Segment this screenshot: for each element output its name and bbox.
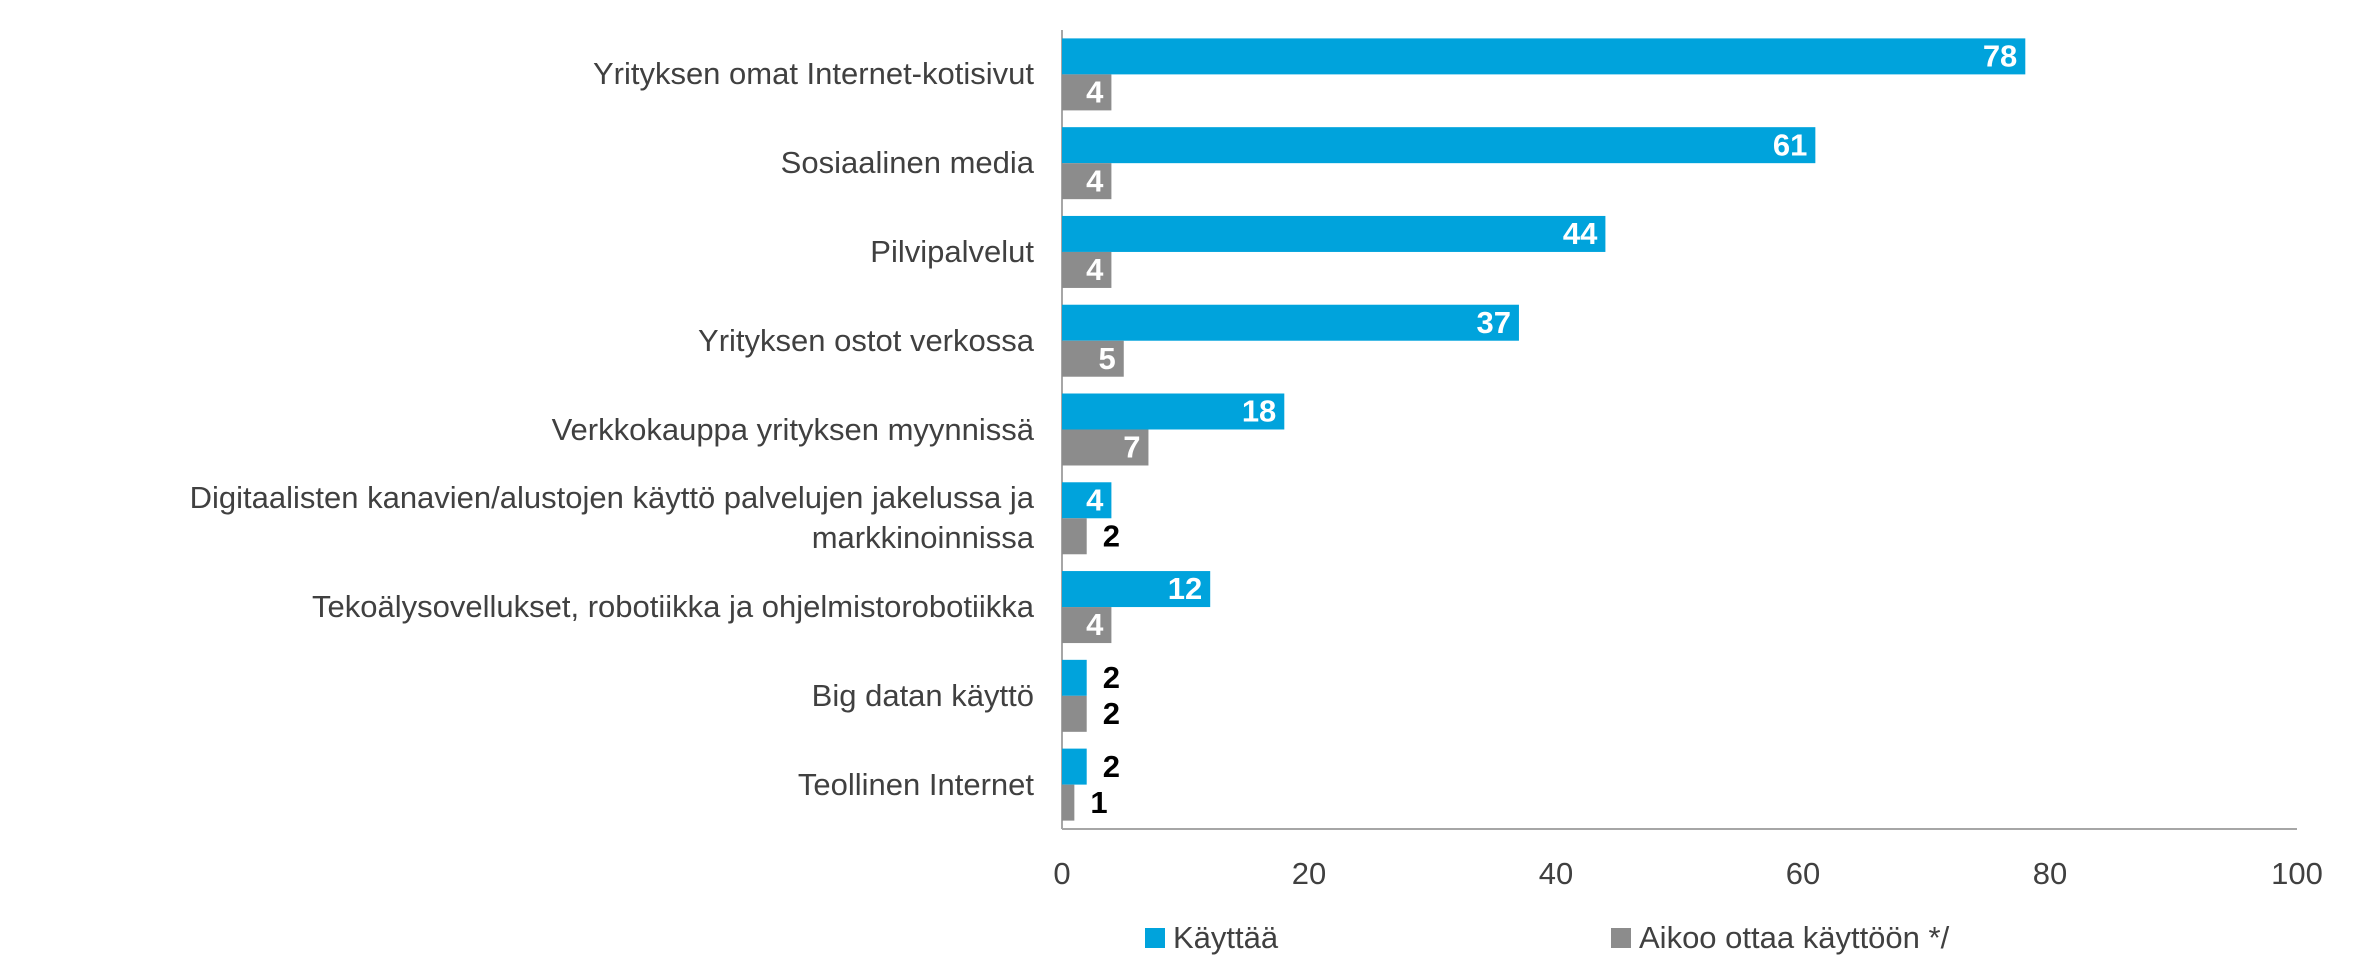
data-label: 2 bbox=[1103, 696, 1120, 731]
x-tick-label: 0 bbox=[1053, 856, 1070, 891]
bar bbox=[1062, 695, 1087, 732]
data-label: 4 bbox=[1086, 482, 1104, 517]
category-label: Verkkokauppa yrityksen myynnissä bbox=[551, 411, 1034, 447]
data-label: 61 bbox=[1773, 127, 1807, 162]
bar bbox=[1062, 518, 1087, 555]
bar bbox=[1062, 393, 1285, 430]
bar bbox=[1062, 571, 1211, 608]
data-label: 4 bbox=[1086, 75, 1104, 110]
category-label: Digitaalisten kanavien/alustojen käyttö … bbox=[189, 480, 1034, 556]
data-label: 4 bbox=[1086, 252, 1104, 287]
data-label: 12 bbox=[1168, 571, 1202, 606]
bar bbox=[1062, 251, 1112, 288]
bar bbox=[1062, 304, 1519, 341]
legend-swatch bbox=[1611, 928, 1631, 948]
category-label: Pilvipalvelut bbox=[870, 233, 1034, 269]
data-label: 37 bbox=[1476, 305, 1510, 340]
bar bbox=[1062, 482, 1112, 519]
data-label: 2 bbox=[1103, 749, 1120, 784]
data-label: 2 bbox=[1103, 518, 1120, 553]
data-label: 78 bbox=[1983, 39, 2017, 74]
bar bbox=[1062, 163, 1112, 200]
x-tick-label: 40 bbox=[1539, 856, 1573, 891]
data-label: 18 bbox=[1242, 394, 1276, 429]
data-label: 44 bbox=[1563, 216, 1598, 251]
data-label: 4 bbox=[1086, 163, 1104, 198]
bar bbox=[1062, 340, 1124, 377]
bar bbox=[1062, 784, 1075, 821]
bar bbox=[1062, 215, 1606, 252]
data-label: 7 bbox=[1123, 430, 1140, 465]
legend-label: Käyttää bbox=[1173, 920, 1279, 955]
bar bbox=[1062, 38, 2026, 75]
data-label: 4 bbox=[1086, 607, 1104, 642]
x-tick-label: 100 bbox=[2271, 856, 2323, 891]
legend-swatch bbox=[1145, 928, 1165, 948]
category-label: Sosiaalinen media bbox=[780, 145, 1034, 181]
x-tick-label: 80 bbox=[2033, 856, 2067, 891]
bar bbox=[1062, 748, 1087, 785]
bar bbox=[1062, 429, 1149, 466]
category-label: Tekoälysovellukset, robotiikka ja ohjelm… bbox=[312, 589, 1034, 625]
data-label: 1 bbox=[1090, 785, 1107, 820]
bar bbox=[1062, 74, 1112, 111]
x-tick-label: 60 bbox=[1786, 856, 1820, 891]
category-label: Yrityksen omat Internet-kotisivut bbox=[592, 56, 1034, 92]
category-label: Teollinen Internet bbox=[797, 766, 1034, 802]
data-label: 5 bbox=[1099, 341, 1116, 376]
bar bbox=[1062, 607, 1112, 644]
category-label: Yrityksen ostot verkossa bbox=[698, 322, 1034, 358]
category-label: Big datan käyttö bbox=[811, 677, 1034, 713]
data-label: 2 bbox=[1103, 660, 1120, 695]
legend-label: Aikoo ottaa käyttöön */ bbox=[1639, 920, 1950, 955]
bar bbox=[1062, 659, 1087, 696]
bar bbox=[1062, 127, 1816, 164]
x-tick-label: 20 bbox=[1292, 856, 1326, 891]
